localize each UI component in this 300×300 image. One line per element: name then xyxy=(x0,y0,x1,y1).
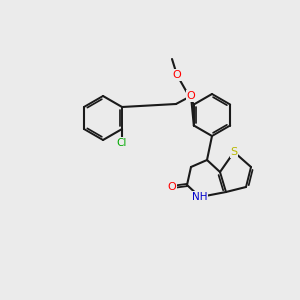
Text: S: S xyxy=(230,147,238,157)
Text: O: O xyxy=(172,70,182,80)
Text: NH: NH xyxy=(192,192,208,202)
Text: Cl: Cl xyxy=(117,138,127,148)
Text: O: O xyxy=(168,182,176,192)
Text: O: O xyxy=(187,91,195,101)
